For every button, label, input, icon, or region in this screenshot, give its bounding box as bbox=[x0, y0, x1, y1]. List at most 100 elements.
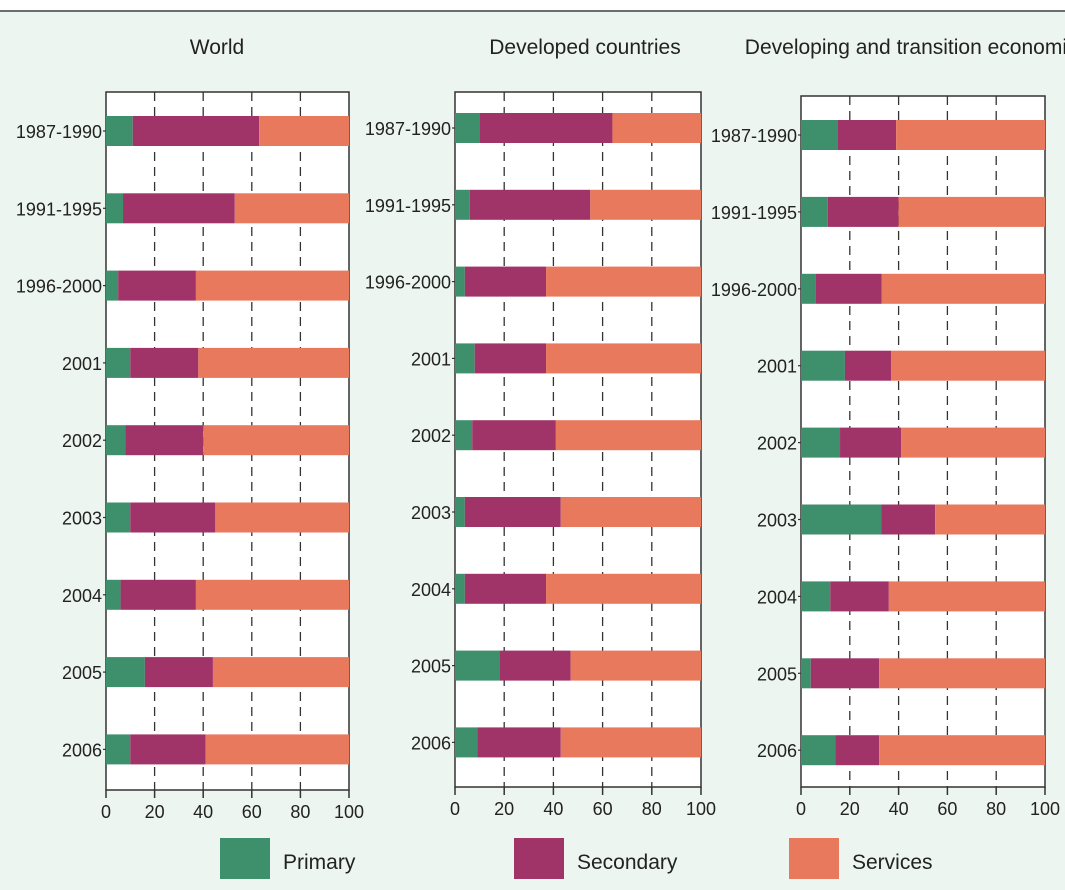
category-label: 2006 bbox=[411, 733, 451, 753]
category-label: 2002 bbox=[411, 426, 451, 446]
bar-secondary bbox=[499, 650, 571, 681]
top-rule bbox=[0, 0, 1065, 12]
bar-services bbox=[898, 196, 1045, 227]
bar-services bbox=[555, 420, 701, 451]
bar-services bbox=[590, 189, 701, 220]
bar-services bbox=[570, 650, 701, 681]
bar-secondary bbox=[477, 727, 561, 758]
chart-panel-3: Developing and transition economies 1987-… bbox=[711, 36, 1065, 819]
bar-secondary bbox=[130, 734, 206, 765]
x-tick-label: 20 bbox=[840, 799, 860, 819]
bar-primary bbox=[801, 735, 836, 766]
bar-primary bbox=[801, 427, 841, 458]
bar-secondary bbox=[464, 497, 561, 527]
bar-secondary bbox=[469, 189, 591, 220]
category-label: 1987-1990 bbox=[365, 119, 451, 139]
category-label: 2001 bbox=[62, 354, 102, 374]
category-label: 1991-1995 bbox=[711, 203, 797, 223]
x-tick-label: 80 bbox=[642, 799, 662, 819]
bar-services bbox=[215, 502, 349, 533]
category-label: 2004 bbox=[411, 580, 451, 600]
bar-primary bbox=[106, 193, 124, 224]
bar-services bbox=[234, 193, 349, 224]
bar-services bbox=[891, 350, 1045, 381]
bar-primary bbox=[801, 504, 882, 535]
x-tick-label: 80 bbox=[986, 799, 1006, 819]
bar-secondary bbox=[840, 427, 902, 458]
bar-secondary bbox=[130, 347, 199, 378]
bar-secondary bbox=[479, 113, 613, 143]
bar-secondary bbox=[472, 420, 556, 451]
category-label: 2004 bbox=[62, 586, 102, 606]
category-label: 2006 bbox=[757, 741, 797, 761]
bar-primary bbox=[106, 734, 131, 765]
bar-primary bbox=[106, 657, 145, 688]
bar-secondary bbox=[464, 266, 547, 297]
bar-secondary bbox=[464, 573, 547, 604]
bar-primary bbox=[106, 579, 121, 610]
bar-primary bbox=[455, 497, 465, 527]
x-tick-label: 0 bbox=[101, 802, 111, 822]
x-tick-label: 40 bbox=[889, 799, 909, 819]
x-tick-label: 20 bbox=[494, 799, 514, 819]
bar-primary bbox=[455, 113, 480, 143]
category-label: 2002 bbox=[757, 434, 797, 454]
bar-secondary bbox=[132, 116, 260, 146]
bar-secondary bbox=[123, 193, 235, 224]
bar-secondary bbox=[810, 658, 880, 689]
category-label: 1987-1990 bbox=[711, 126, 797, 146]
category-label: 2002 bbox=[62, 431, 102, 451]
bar-primary bbox=[801, 273, 816, 304]
category-label: 1996-2000 bbox=[365, 273, 451, 293]
x-tick-label: 100 bbox=[1030, 799, 1060, 819]
category-label: 2005 bbox=[62, 663, 102, 683]
category-label: 2001 bbox=[411, 349, 451, 369]
category-label: 2005 bbox=[411, 657, 451, 677]
chart-panel-2: Developed countries 1987-1990 1991-1995 199… bbox=[365, 36, 716, 819]
bar-primary bbox=[801, 196, 828, 227]
chart-title: Developing and transition economies bbox=[745, 36, 1065, 59]
bar-services bbox=[935, 504, 1045, 535]
bar-services bbox=[259, 116, 349, 146]
legend-swatch-secondary bbox=[514, 838, 564, 879]
category-label: 1987-1990 bbox=[16, 122, 102, 142]
legend-label-secondary: Secondary bbox=[577, 851, 678, 874]
category-label: 2004 bbox=[757, 587, 797, 607]
bar-primary bbox=[106, 270, 119, 301]
bar-services bbox=[879, 735, 1045, 766]
bar-services bbox=[195, 270, 349, 301]
bar-services bbox=[203, 425, 349, 456]
x-tick-label: 0 bbox=[450, 799, 460, 819]
category-label: 1991-1995 bbox=[16, 199, 102, 219]
legend-swatch-primary bbox=[220, 838, 270, 879]
legend-swatch-services bbox=[789, 838, 839, 879]
bar-services bbox=[546, 573, 701, 604]
bar-primary bbox=[801, 581, 831, 612]
bar-services bbox=[195, 579, 349, 610]
bar-secondary bbox=[120, 579, 196, 610]
category-label: 2003 bbox=[62, 509, 102, 529]
bar-secondary bbox=[844, 350, 892, 381]
x-tick-label: 20 bbox=[145, 802, 165, 822]
category-label: 2003 bbox=[411, 503, 451, 523]
legend-label-services: Services bbox=[852, 851, 933, 874]
bar-secondary bbox=[815, 273, 882, 304]
bar-primary bbox=[455, 573, 465, 604]
bar-services bbox=[612, 113, 701, 143]
bar-secondary bbox=[130, 502, 216, 533]
bar-primary bbox=[455, 343, 475, 374]
x-tick-label: 100 bbox=[686, 799, 716, 819]
x-tick-label: 40 bbox=[543, 799, 563, 819]
category-label: 1991-1995 bbox=[365, 196, 451, 216]
category-label: 2003 bbox=[757, 511, 797, 531]
x-tick-label: 80 bbox=[290, 802, 310, 822]
bar-services bbox=[896, 120, 1045, 150]
bar-primary bbox=[455, 189, 470, 220]
bar-primary bbox=[106, 502, 131, 533]
x-tick-label: 40 bbox=[193, 802, 213, 822]
category-label: 2005 bbox=[757, 664, 797, 684]
x-tick-label: 60 bbox=[937, 799, 957, 819]
chart-title: World bbox=[190, 36, 244, 59]
bar-services bbox=[198, 347, 349, 378]
